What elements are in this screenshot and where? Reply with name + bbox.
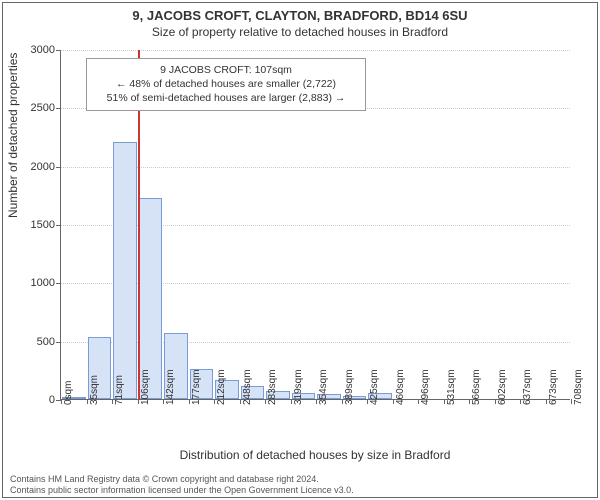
- x-tick-mark: [316, 399, 317, 404]
- x-tick-mark: [291, 399, 292, 404]
- x-tick-mark: [61, 399, 62, 404]
- x-tick-mark: [571, 399, 572, 404]
- x-tick-mark: [444, 399, 445, 404]
- x-tick-mark: [112, 399, 113, 404]
- x-tick-label: 708sqm: [573, 369, 584, 405]
- x-tick-mark: [189, 399, 190, 404]
- x-tick-mark: [495, 399, 496, 404]
- x-tick-label: 0sqm: [63, 381, 74, 405]
- histogram-bar: [113, 142, 137, 399]
- x-tick-label: 354sqm: [318, 369, 329, 405]
- y-tick-label: 2000: [15, 161, 61, 173]
- chart-subtitle: Size of property relative to detached ho…: [0, 23, 600, 39]
- x-tick-mark: [546, 399, 547, 404]
- x-tick-label: 602sqm: [497, 369, 508, 405]
- annotation-line-3: 51% of semi-detached houses are larger (…: [95, 91, 357, 105]
- chart-container: { "title": "9, JACOBS CROFT, CLAYTON, BR…: [0, 0, 600, 500]
- x-tick-mark: [87, 399, 88, 404]
- page-title: 9, JACOBS CROFT, CLAYTON, BRADFORD, BD14…: [0, 0, 600, 23]
- x-tick-label: 673sqm: [548, 369, 559, 405]
- annotation-line-2: ← 48% of detached houses are smaller (2,…: [95, 77, 357, 91]
- x-tick-mark: [469, 399, 470, 404]
- x-tick-label: 566sqm: [471, 369, 482, 405]
- x-tick-label: 283sqm: [267, 369, 278, 405]
- x-tick-mark: [520, 399, 521, 404]
- x-tick-label: 389sqm: [344, 369, 355, 405]
- x-tick-mark: [265, 399, 266, 404]
- y-axis-label: Number of detached properties: [6, 53, 20, 218]
- footer: Contains HM Land Registry data © Crown c…: [10, 474, 354, 496]
- footer-line-1: Contains HM Land Registry data © Crown c…: [10, 474, 354, 485]
- x-tick-mark: [393, 399, 394, 404]
- x-tick-label: 531sqm: [446, 369, 457, 405]
- y-tick-label: 3000: [15, 44, 61, 56]
- plot-area: 0500100015002000250030000sqm35sqm71sqm10…: [60, 50, 570, 400]
- x-tick-mark: [240, 399, 241, 404]
- x-axis-label: Distribution of detached houses by size …: [60, 448, 570, 462]
- x-tick-label: 212sqm: [216, 369, 227, 405]
- x-tick-label: 637sqm: [522, 369, 533, 405]
- x-tick-mark: [367, 399, 368, 404]
- x-tick-mark: [138, 399, 139, 404]
- annotation-line-1: 9 JACOBS CROFT: 107sqm: [95, 63, 357, 77]
- y-tick-label: 1500: [15, 219, 61, 231]
- x-tick-label: 106sqm: [140, 369, 151, 405]
- x-tick-label: 319sqm: [293, 369, 304, 405]
- y-tick-label: 500: [15, 336, 61, 348]
- y-tick-label: 1000: [15, 277, 61, 289]
- x-tick-label: 71sqm: [114, 375, 125, 405]
- x-tick-mark: [342, 399, 343, 404]
- footer-line-2: Contains public sector information licen…: [10, 485, 354, 496]
- x-tick-mark: [163, 399, 164, 404]
- x-tick-mark: [418, 399, 419, 404]
- x-tick-mark: [214, 399, 215, 404]
- y-tick-label: 2500: [15, 102, 61, 114]
- x-tick-label: 425sqm: [369, 369, 380, 405]
- y-tick-label: 0: [15, 394, 61, 406]
- x-tick-label: 248sqm: [242, 369, 253, 405]
- x-tick-label: 35sqm: [89, 375, 100, 405]
- annotation-box: 9 JACOBS CROFT: 107sqm ← 48% of detached…: [86, 58, 366, 111]
- x-tick-label: 496sqm: [420, 369, 431, 405]
- x-tick-label: 460sqm: [395, 369, 406, 405]
- x-tick-label: 177sqm: [191, 369, 202, 405]
- x-tick-label: 142sqm: [165, 369, 176, 405]
